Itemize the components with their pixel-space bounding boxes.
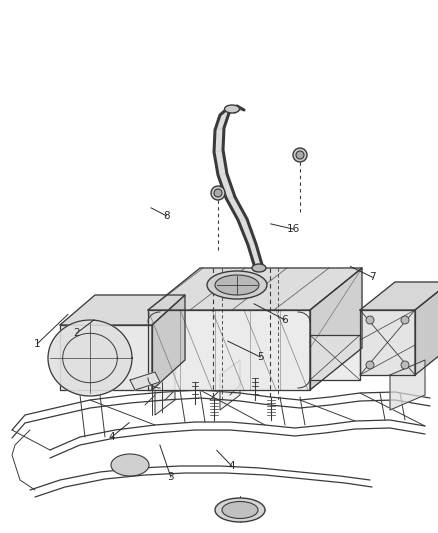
Text: 8: 8: [163, 211, 170, 221]
Polygon shape: [214, 150, 227, 175]
Text: 4: 4: [108, 432, 115, 442]
Circle shape: [211, 186, 225, 200]
Circle shape: [366, 361, 374, 369]
Circle shape: [366, 316, 374, 324]
Polygon shape: [226, 197, 247, 220]
Polygon shape: [218, 174, 235, 198]
Text: 5: 5: [257, 352, 264, 362]
Ellipse shape: [225, 105, 240, 113]
Polygon shape: [148, 310, 310, 390]
Polygon shape: [130, 372, 160, 390]
Polygon shape: [360, 310, 415, 375]
Circle shape: [293, 148, 307, 162]
Text: 16: 16: [287, 224, 300, 234]
Polygon shape: [48, 320, 132, 396]
Ellipse shape: [252, 264, 266, 272]
Text: 1: 1: [34, 339, 41, 349]
Ellipse shape: [215, 498, 265, 522]
Circle shape: [401, 316, 409, 324]
Circle shape: [214, 189, 222, 197]
Ellipse shape: [215, 275, 259, 295]
Polygon shape: [310, 335, 360, 380]
Polygon shape: [148, 268, 362, 310]
Text: 6: 6: [281, 315, 288, 325]
Text: 3: 3: [167, 472, 174, 482]
Polygon shape: [214, 128, 224, 152]
Polygon shape: [60, 295, 185, 325]
Polygon shape: [238, 219, 256, 245]
Polygon shape: [220, 106, 237, 115]
Polygon shape: [215, 113, 229, 130]
Text: 4: 4: [229, 462, 236, 471]
Ellipse shape: [111, 454, 149, 476]
Polygon shape: [60, 325, 152, 390]
Polygon shape: [415, 282, 438, 375]
Polygon shape: [228, 106, 244, 112]
Polygon shape: [390, 360, 425, 410]
Circle shape: [401, 361, 409, 369]
Polygon shape: [155, 365, 175, 415]
Polygon shape: [310, 268, 362, 390]
Polygon shape: [360, 282, 438, 310]
Polygon shape: [220, 360, 240, 410]
Ellipse shape: [222, 502, 258, 519]
Ellipse shape: [207, 271, 267, 299]
Polygon shape: [152, 295, 185, 390]
Circle shape: [296, 151, 304, 159]
Polygon shape: [248, 244, 263, 268]
Text: 2: 2: [73, 328, 80, 338]
Text: 7: 7: [369, 272, 376, 282]
